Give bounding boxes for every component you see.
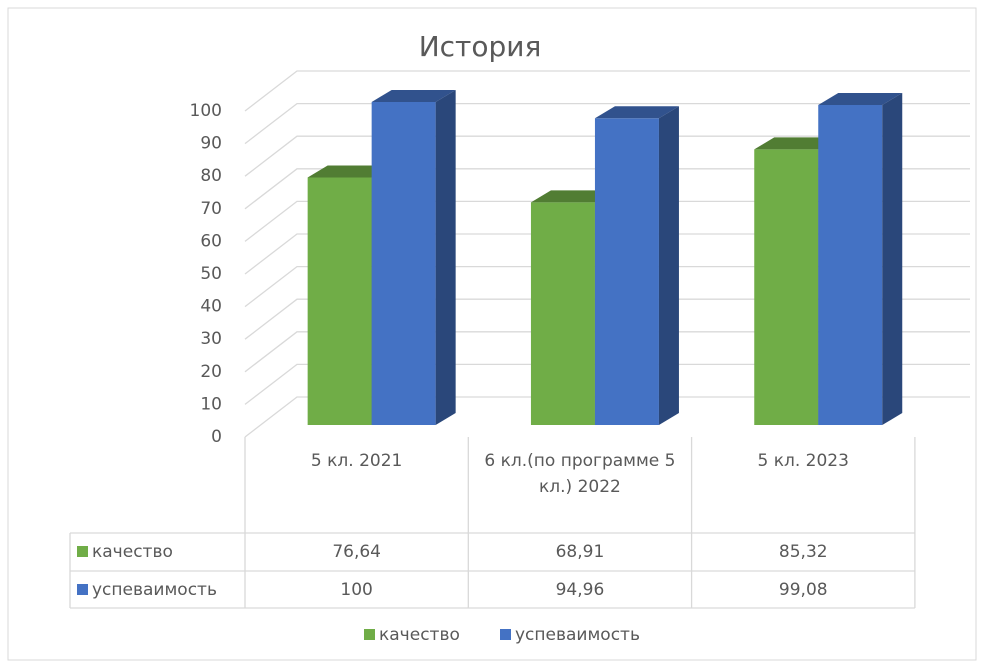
- grid-line: [244, 200, 970, 242]
- bar-top: [307, 165, 392, 178]
- bar-top: [371, 90, 456, 102]
- bar-front: [754, 149, 819, 426]
- x-tick-label: 5 кл. 2023: [757, 451, 849, 471]
- y-tick-label: 20: [200, 362, 222, 382]
- table-value: 94,96: [555, 580, 605, 600]
- bar-front: [307, 177, 372, 425]
- table-value: 100: [340, 580, 373, 600]
- grid-line: [244, 233, 970, 275]
- bar-top: [754, 137, 839, 150]
- bar-side: [658, 106, 679, 425]
- bar-side: [435, 90, 456, 425]
- bar: [371, 90, 456, 425]
- bar: [818, 92, 903, 425]
- y-tick-label: 80: [200, 166, 222, 186]
- grid-line: [244, 363, 970, 405]
- legend-key: [364, 629, 375, 640]
- x-tick-label: 6 кл.(по программе 5 кл.) 2022: [484, 451, 676, 497]
- y-tick-label: 30: [200, 329, 222, 349]
- y-tick-label: 90: [200, 134, 222, 154]
- table-row-label: успеваимость: [92, 580, 217, 600]
- grid-line: [244, 396, 970, 438]
- y-tick-label: 70: [200, 199, 222, 219]
- grid-line: [244, 102, 970, 145]
- bar-front: [371, 102, 436, 425]
- legend-label: качество: [379, 625, 460, 645]
- bar-top: [594, 106, 679, 119]
- bar-side: [882, 92, 903, 425]
- bar-front: [530, 202, 595, 425]
- table-value: 76,64: [332, 542, 381, 562]
- grid-line: [244, 135, 970, 177]
- table-value: 99,08: [778, 580, 828, 600]
- bar: [594, 106, 679, 425]
- bar-top: [818, 92, 903, 105]
- chart-title: История: [419, 30, 542, 63]
- table-value: 68,91: [555, 542, 605, 562]
- y-tick-label: 60: [200, 231, 222, 251]
- legend-key: [500, 629, 511, 640]
- bar-top: [530, 190, 615, 203]
- table-value: 85,32: [778, 542, 828, 562]
- table-key: [77, 546, 88, 557]
- y-tick-label: 10: [200, 394, 222, 414]
- bar-front: [594, 118, 659, 425]
- grid-line: [244, 298, 970, 340]
- grid-line: [244, 331, 970, 373]
- grid-line: [244, 265, 970, 308]
- x-tick-label: 5 кл. 2021: [310, 451, 403, 471]
- table-row-label: качество: [92, 542, 173, 562]
- legend-label: успеваимость: [515, 625, 640, 645]
- y-tick-label: 50: [200, 264, 222, 284]
- bar-front: [818, 104, 883, 425]
- y-tick-label: 40: [200, 297, 222, 317]
- y-tick-label: 0: [211, 427, 222, 447]
- grid-line: [244, 70, 970, 112]
- table-key: [77, 584, 88, 595]
- grid-line: [244, 168, 970, 210]
- y-tick-label: 100: [190, 101, 222, 121]
